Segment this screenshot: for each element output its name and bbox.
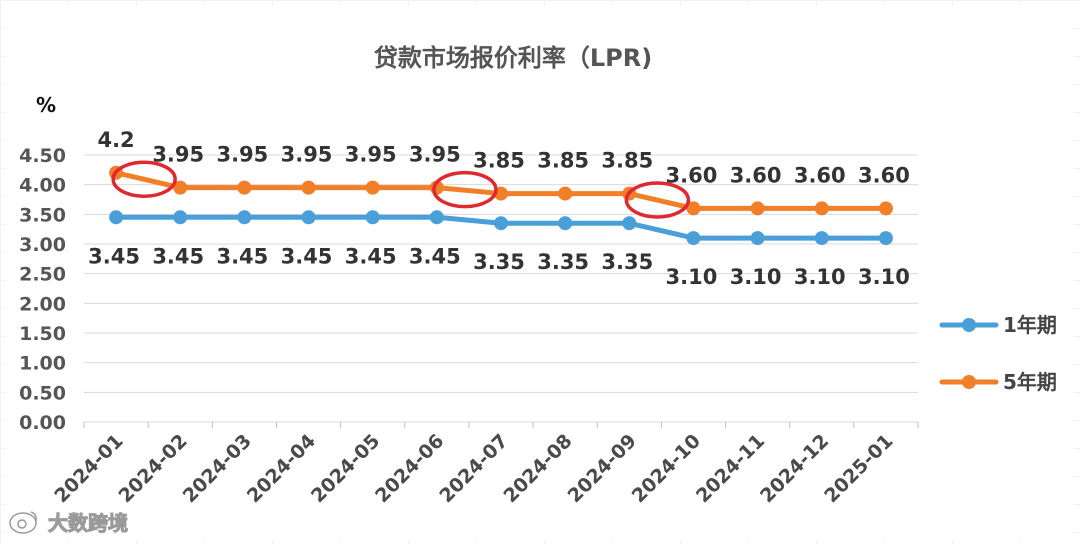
x-tick-label: 2024-06 bbox=[371, 430, 448, 507]
series-point bbox=[301, 210, 316, 225]
data-label-1y: 3.45 bbox=[345, 244, 397, 268]
y-tick-label: 1.50 bbox=[19, 323, 66, 345]
y-tick-label: 2.50 bbox=[19, 264, 66, 286]
series-point bbox=[750, 201, 765, 216]
series-point bbox=[686, 201, 701, 216]
data-label-5y: 3.60 bbox=[794, 163, 846, 187]
series-point bbox=[814, 201, 829, 216]
x-tick-label: 2024-08 bbox=[499, 430, 576, 507]
weibo-icon bbox=[9, 511, 37, 534]
x-tick-label: 2025-01 bbox=[820, 430, 897, 507]
data-label-1y: 3.35 bbox=[537, 250, 589, 274]
data-label-5y: 3.85 bbox=[537, 149, 589, 173]
series-point bbox=[878, 231, 893, 246]
y-tick-label: 2.00 bbox=[19, 293, 66, 315]
series-point bbox=[686, 231, 701, 246]
gridlines bbox=[84, 154, 918, 423]
data-label-5y: 4.2 bbox=[97, 128, 134, 152]
legend: 1年期 5年期 bbox=[939, 313, 1057, 394]
data-label-5y: 3.60 bbox=[730, 163, 782, 187]
data-label-1y: 3.10 bbox=[794, 265, 846, 289]
x-tick-label: 2024-07 bbox=[435, 430, 512, 507]
series-point bbox=[429, 210, 444, 225]
data-label-5y: 3.95 bbox=[281, 143, 333, 167]
data-label-5y: 3.60 bbox=[858, 163, 910, 187]
x-tick-label: 2024-10 bbox=[628, 430, 705, 507]
chart-title: 贷款市场报价利率（LPR) bbox=[374, 44, 652, 72]
legend-swatch-marker bbox=[962, 318, 976, 332]
y-tick-label: 3.50 bbox=[19, 204, 66, 226]
x-tick-label: 2024-02 bbox=[115, 430, 192, 507]
y-tick-label: 4.50 bbox=[19, 145, 66, 167]
series-point bbox=[814, 231, 829, 246]
series-point bbox=[173, 180, 188, 195]
watermark-text: 大数跨境 bbox=[48, 511, 128, 535]
legend-label: 1年期 bbox=[1003, 313, 1057, 337]
data-label-1y: 3.10 bbox=[858, 265, 910, 289]
x-tick-label: 2024-11 bbox=[692, 430, 769, 507]
data-label-5y: 3.95 bbox=[152, 143, 204, 167]
data-label-1y: 3.45 bbox=[409, 244, 461, 268]
data-label-1y: 3.10 bbox=[730, 265, 782, 289]
series-point bbox=[878, 201, 893, 216]
series-point bbox=[109, 210, 124, 225]
y-axis-unit: % bbox=[36, 93, 56, 117]
x-tick-label: 2024-03 bbox=[179, 430, 256, 507]
data-label-1y: 3.35 bbox=[473, 250, 525, 274]
series-point bbox=[365, 210, 380, 225]
data-label-5y: 3.95 bbox=[409, 143, 461, 167]
y-tick-label: 4.00 bbox=[19, 175, 66, 197]
axes: 0.00 0.50 1.00 1.50 2.00 2.50 3.00 3.50 4.00 4.50… bbox=[19, 145, 919, 507]
series-lines bbox=[109, 165, 893, 246]
rate-cut-highlight bbox=[111, 160, 177, 198]
data-label-5y: 3.85 bbox=[473, 149, 525, 173]
x-tick-label: 2024-01 bbox=[50, 430, 127, 507]
series-point bbox=[558, 216, 573, 231]
series-point bbox=[622, 216, 637, 231]
data-label-1y: 3.45 bbox=[216, 244, 268, 268]
highlight-annotations bbox=[111, 160, 691, 219]
y-tick-label: 0.00 bbox=[19, 412, 66, 434]
legend-label: 5年期 bbox=[1003, 370, 1057, 394]
data-label-1y: 3.35 bbox=[601, 250, 653, 274]
data-label-1y: 3.10 bbox=[666, 265, 718, 289]
x-tick-label: 2024-09 bbox=[564, 430, 641, 507]
series-point bbox=[365, 180, 380, 195]
data-label-5y: 3.95 bbox=[216, 143, 268, 167]
series-point bbox=[173, 210, 188, 225]
series-point bbox=[494, 216, 508, 231]
data-label-1y: 3.45 bbox=[152, 244, 204, 268]
series-point bbox=[558, 186, 573, 201]
data-label-5y: 3.60 bbox=[666, 163, 718, 187]
rate-cut-highlight bbox=[624, 181, 691, 219]
y-tick-label: 1.00 bbox=[19, 353, 66, 375]
series-point bbox=[237, 210, 252, 225]
data-label-5y: 3.95 bbox=[345, 143, 397, 167]
chart-card bbox=[6, 4, 1074, 540]
watermark: 大数跨境 bbox=[9, 511, 129, 536]
rate-cut-highlight bbox=[432, 170, 498, 209]
y-tick-label: 3.00 bbox=[19, 234, 66, 256]
data-labels: 3.45 3.45 3.45 3.45 3.45 3.45 3.35 3.35 3.35 3.10… bbox=[88, 128, 910, 289]
series-point bbox=[750, 231, 765, 246]
x-tick-label: 2024-12 bbox=[756, 430, 833, 507]
x-tick-label: 2024-04 bbox=[243, 430, 320, 507]
data-label-1y: 3.45 bbox=[281, 244, 333, 268]
series-point bbox=[301, 180, 316, 195]
legend-swatch-marker bbox=[962, 375, 976, 389]
series-point bbox=[237, 180, 252, 195]
x-tick-label: 2024-05 bbox=[307, 430, 384, 507]
data-label-1y: 3.45 bbox=[88, 244, 140, 268]
y-tick-label: 0.50 bbox=[19, 382, 66, 404]
data-label-5y: 3.85 bbox=[601, 149, 653, 173]
